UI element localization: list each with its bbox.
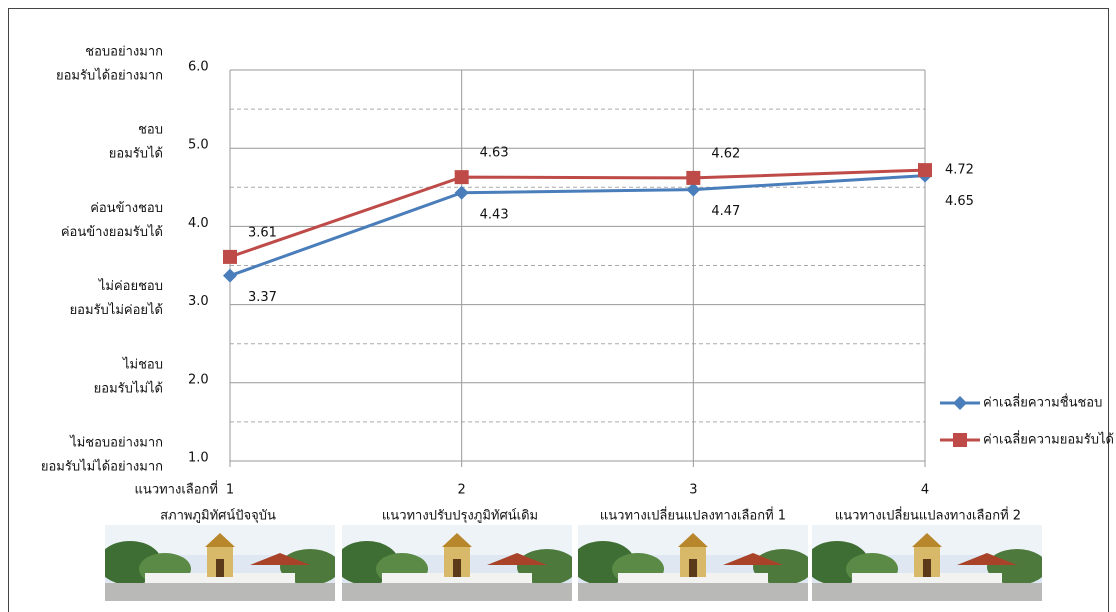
marker bbox=[454, 170, 469, 185]
x-tick-label: 3 bbox=[689, 483, 697, 498]
level-label: ยอมรับได้ bbox=[109, 146, 163, 162]
series-line bbox=[229, 168, 926, 259]
series-line bbox=[229, 174, 926, 278]
marker bbox=[686, 170, 701, 185]
y-tick-label: 3.0 bbox=[188, 294, 209, 309]
data-label: 4.63 bbox=[480, 146, 509, 161]
marker bbox=[454, 185, 469, 200]
level-label: ค่อนข้างยอมรับได้ bbox=[61, 224, 163, 240]
marker bbox=[223, 268, 237, 283]
y-tick-label: 1.0 bbox=[188, 451, 209, 466]
data-label: 4.65 bbox=[945, 194, 974, 209]
legend-label: ค่าเฉลี่ยความยอมรับได้ bbox=[983, 431, 1114, 448]
level-label: ชอบ bbox=[138, 123, 163, 138]
level-label: ไม่ค่อยชอบ bbox=[98, 278, 163, 294]
category-label: แนวทางเปลี่ยนแปลงทางเลือกที่ 2 bbox=[835, 507, 1021, 524]
level-label: ค่อนข้างชอบ bbox=[90, 201, 163, 216]
x-tick-label: 4 bbox=[921, 483, 929, 498]
data-label: 4.43 bbox=[480, 207, 509, 222]
marker bbox=[918, 163, 932, 178]
photo bbox=[578, 525, 808, 601]
x-axis-label: แนวทางเลือกที่ bbox=[135, 481, 218, 498]
marker bbox=[686, 182, 701, 197]
y-tick-label: 5.0 bbox=[188, 138, 209, 153]
level-label: ยอมรับไม่ได้ bbox=[94, 380, 163, 396]
level-label: ยอมรับไม่ได้อย่างมาก bbox=[41, 459, 163, 475]
y-tick-label: 6.0 bbox=[188, 60, 209, 75]
category-label: แนวทางเปลี่ยนแปลงทางเลือกที่ 1 bbox=[600, 507, 786, 524]
photo bbox=[342, 525, 572, 601]
data-label: 3.37 bbox=[248, 290, 277, 305]
x-tick-label: 1 bbox=[226, 483, 234, 498]
data-label: 4.72 bbox=[945, 163, 974, 178]
photo bbox=[105, 525, 335, 601]
level-label: ไม่ชอบ bbox=[122, 356, 163, 372]
level-label: ยอมรับไม่ค่อยได้ bbox=[70, 302, 163, 318]
category-label: สภาพภูมิทัศน์ปัจจุบัน bbox=[160, 508, 276, 524]
legend-marker bbox=[953, 396, 967, 410]
level-label: ยอมรับได้อย่างมาก bbox=[56, 68, 163, 84]
photos bbox=[105, 525, 1042, 601]
data-label: 4.62 bbox=[711, 146, 740, 161]
level-label: ไม่ชอบอย่างมาก bbox=[69, 435, 163, 451]
data-label: 4.47 bbox=[711, 204, 740, 219]
legend-label: ค่าเฉลี่ยความชื่นชอบ bbox=[983, 394, 1102, 411]
level-label: ชอบอย่างมาก bbox=[85, 45, 163, 60]
data-label: 3.61 bbox=[248, 225, 277, 240]
x-tick-label: 2 bbox=[458, 483, 466, 498]
legend-marker bbox=[953, 433, 967, 447]
photo bbox=[812, 525, 1042, 601]
y-tick-label: 2.0 bbox=[188, 372, 209, 387]
marker bbox=[223, 249, 237, 264]
grid bbox=[229, 69, 926, 467]
frame bbox=[8, 8, 1109, 612]
y-tick-label: 4.0 bbox=[188, 216, 209, 231]
category-label: แนวทางปรับปรุงภูมิทัศน์เดิม bbox=[382, 508, 538, 524]
